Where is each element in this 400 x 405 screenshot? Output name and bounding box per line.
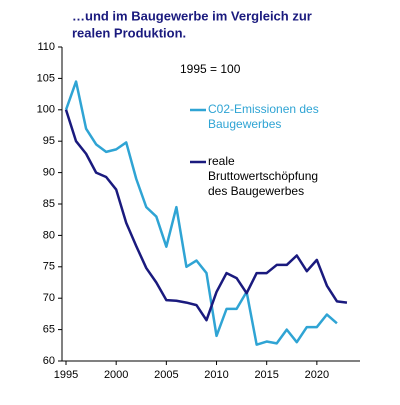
y-tick-label: 85 [43,198,55,210]
y-tick-label: 105 [37,72,55,84]
annotation: 1995 = 100 [180,62,241,76]
x-tick-label: 2020 [305,369,329,381]
legend-label: C02-Emissionen des [208,102,319,116]
y-tick-label: 100 [37,104,55,116]
legend-label: reale [208,154,235,168]
series-line [64,80,338,346]
x-tick-label: 2005 [154,369,178,381]
y-tick-label: 110 [37,41,55,53]
y-tick-label: 65 [43,324,55,336]
x-tick-label: 1995 [54,369,78,381]
series-line [64,109,348,322]
y-tick-label: 60 [43,355,55,367]
chart-title-line: …und im Baugewerbe im Vergleich zur [72,8,312,23]
x-tick-label: 2015 [254,369,278,381]
y-tick-label: 95 [43,135,55,147]
y-tick-label: 90 [43,167,55,179]
y-tick-label: 70 [43,292,55,304]
x-tick-label: 2010 [204,369,228,381]
y-tick-label: 80 [43,229,55,241]
x-tick-label: 2000 [104,369,128,381]
legend-label: des Baugewerbes [208,184,304,198]
legend-label: Bruttowertschöpfung [208,169,318,183]
chart-title-line: realen Produktion. [72,25,186,40]
legend-label: Baugewerbes [208,117,281,131]
y-tick-label: 75 [43,261,55,273]
